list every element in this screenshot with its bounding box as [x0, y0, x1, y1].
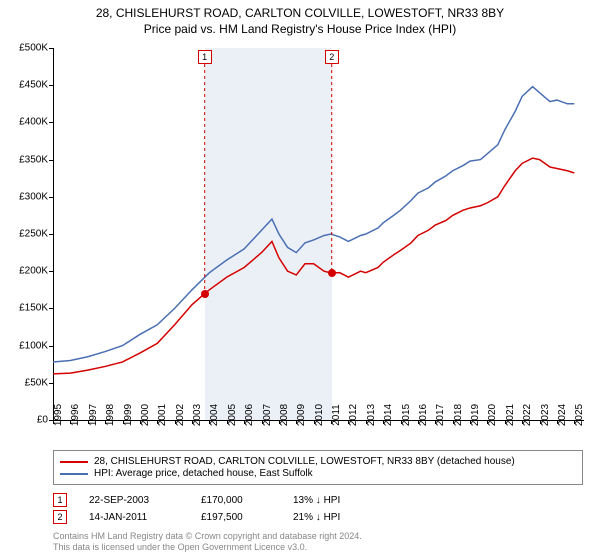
y-tick-label: £500K — [0, 43, 48, 54]
x-tick-label: 1997 — [88, 404, 99, 426]
x-tick-label: 1995 — [53, 404, 64, 426]
x-tick-label: 2019 — [470, 404, 481, 426]
x-tick-label: 2015 — [401, 404, 412, 426]
sale-date: 14-JAN-2011 — [89, 512, 179, 523]
sales-row: 2 14-JAN-2011 £197,500 21% ↓ HPI — [53, 510, 373, 524]
x-tick-label: 2016 — [418, 404, 429, 426]
x-tick-label: 2022 — [522, 404, 533, 426]
x-tick-label: 2000 — [140, 404, 151, 426]
series-line-price_paid — [53, 158, 574, 374]
y-tick-label: £150K — [0, 303, 48, 314]
sale-point-dot — [328, 269, 336, 277]
x-tick-label: 2013 — [366, 404, 377, 426]
x-tick-label: 1998 — [105, 404, 116, 426]
legend-label: HPI: Average price, detached house, East… — [94, 468, 313, 479]
title-line-1: 28, CHISLEHURST ROAD, CARLTON COLVILLE, … — [0, 6, 600, 20]
sales-row: 1 22-SEP-2003 £170,000 13% ↓ HPI — [53, 493, 373, 507]
x-tick-label: 2011 — [331, 404, 342, 426]
sale-date: 22-SEP-2003 — [89, 495, 179, 506]
x-tick-label: 2014 — [383, 404, 394, 426]
x-tick-label: 2023 — [540, 404, 551, 426]
x-tick-label: 2017 — [435, 404, 446, 426]
sale-marker-icon: 2 — [53, 510, 67, 524]
sales-table: 1 22-SEP-2003 £170,000 13% ↓ HPI 2 14-JA… — [53, 490, 373, 527]
y-tick-label: £350K — [0, 154, 48, 165]
sale-marker-box: 1 — [198, 50, 212, 64]
legend-label: 28, CHISLEHURST ROAD, CARLTON COLVILLE, … — [94, 456, 515, 467]
legend-item: HPI: Average price, detached house, East… — [60, 468, 576, 479]
x-tick-label: 2021 — [505, 404, 516, 426]
sale-marker-box: 2 — [325, 50, 339, 64]
x-tick-label: 2003 — [192, 404, 203, 426]
legend-swatch — [60, 473, 88, 475]
sale-point-dot — [201, 290, 209, 298]
sale-delta: 13% ↓ HPI — [293, 495, 373, 506]
x-tick-label: 2018 — [453, 404, 464, 426]
footnote-line: Contains HM Land Registry data © Crown c… — [53, 531, 362, 542]
x-tick-label: 2025 — [574, 404, 585, 426]
footnote-line: This data is licensed under the Open Gov… — [53, 542, 362, 553]
x-tick-label: 2010 — [314, 404, 325, 426]
chart-container: 28, CHISLEHURST ROAD, CARLTON COLVILLE, … — [0, 0, 600, 560]
x-tick-label: 1999 — [123, 404, 134, 426]
legend-item: 28, CHISLEHURST ROAD, CARLTON COLVILLE, … — [60, 456, 576, 467]
footnote: Contains HM Land Registry data © Crown c… — [53, 531, 362, 554]
title-line-2: Price paid vs. HM Land Registry's House … — [0, 22, 600, 36]
x-tick-label: 2024 — [557, 404, 568, 426]
x-tick-label: 2020 — [487, 404, 498, 426]
sale-price: £170,000 — [201, 495, 271, 506]
x-tick-label: 2008 — [279, 404, 290, 426]
y-tick-label: £100K — [0, 340, 48, 351]
x-tick-label: 1996 — [70, 404, 81, 426]
sale-delta: 21% ↓ HPI — [293, 512, 373, 523]
legend-swatch — [60, 461, 88, 463]
y-tick-label: £50K — [0, 377, 48, 388]
y-tick-label: £200K — [0, 266, 48, 277]
x-tick-label: 2005 — [227, 404, 238, 426]
sale-marker-icon: 1 — [53, 493, 67, 507]
chart-lines — [53, 48, 583, 420]
chart-area: £0£50K£100K£150K£200K£250K£300K£350K£400… — [53, 48, 583, 420]
y-tick-label: £250K — [0, 229, 48, 240]
x-tick-label: 2012 — [348, 404, 359, 426]
x-tick-label: 2004 — [209, 404, 220, 426]
series-line-hpi — [53, 87, 574, 362]
y-tick-label: £400K — [0, 117, 48, 128]
x-tick-label: 2009 — [296, 404, 307, 426]
y-tick-label: £0 — [0, 415, 48, 426]
x-tick-label: 2007 — [262, 404, 273, 426]
y-tick-label: £300K — [0, 191, 48, 202]
x-tick-label: 2001 — [157, 404, 168, 426]
y-tick-label: £450K — [0, 80, 48, 91]
x-tick-label: 2006 — [244, 404, 255, 426]
sale-price: £197,500 — [201, 512, 271, 523]
x-tick-label: 2002 — [175, 404, 186, 426]
title-block: 28, CHISLEHURST ROAD, CARLTON COLVILLE, … — [0, 0, 600, 36]
legend: 28, CHISLEHURST ROAD, CARLTON COLVILLE, … — [53, 450, 583, 485]
